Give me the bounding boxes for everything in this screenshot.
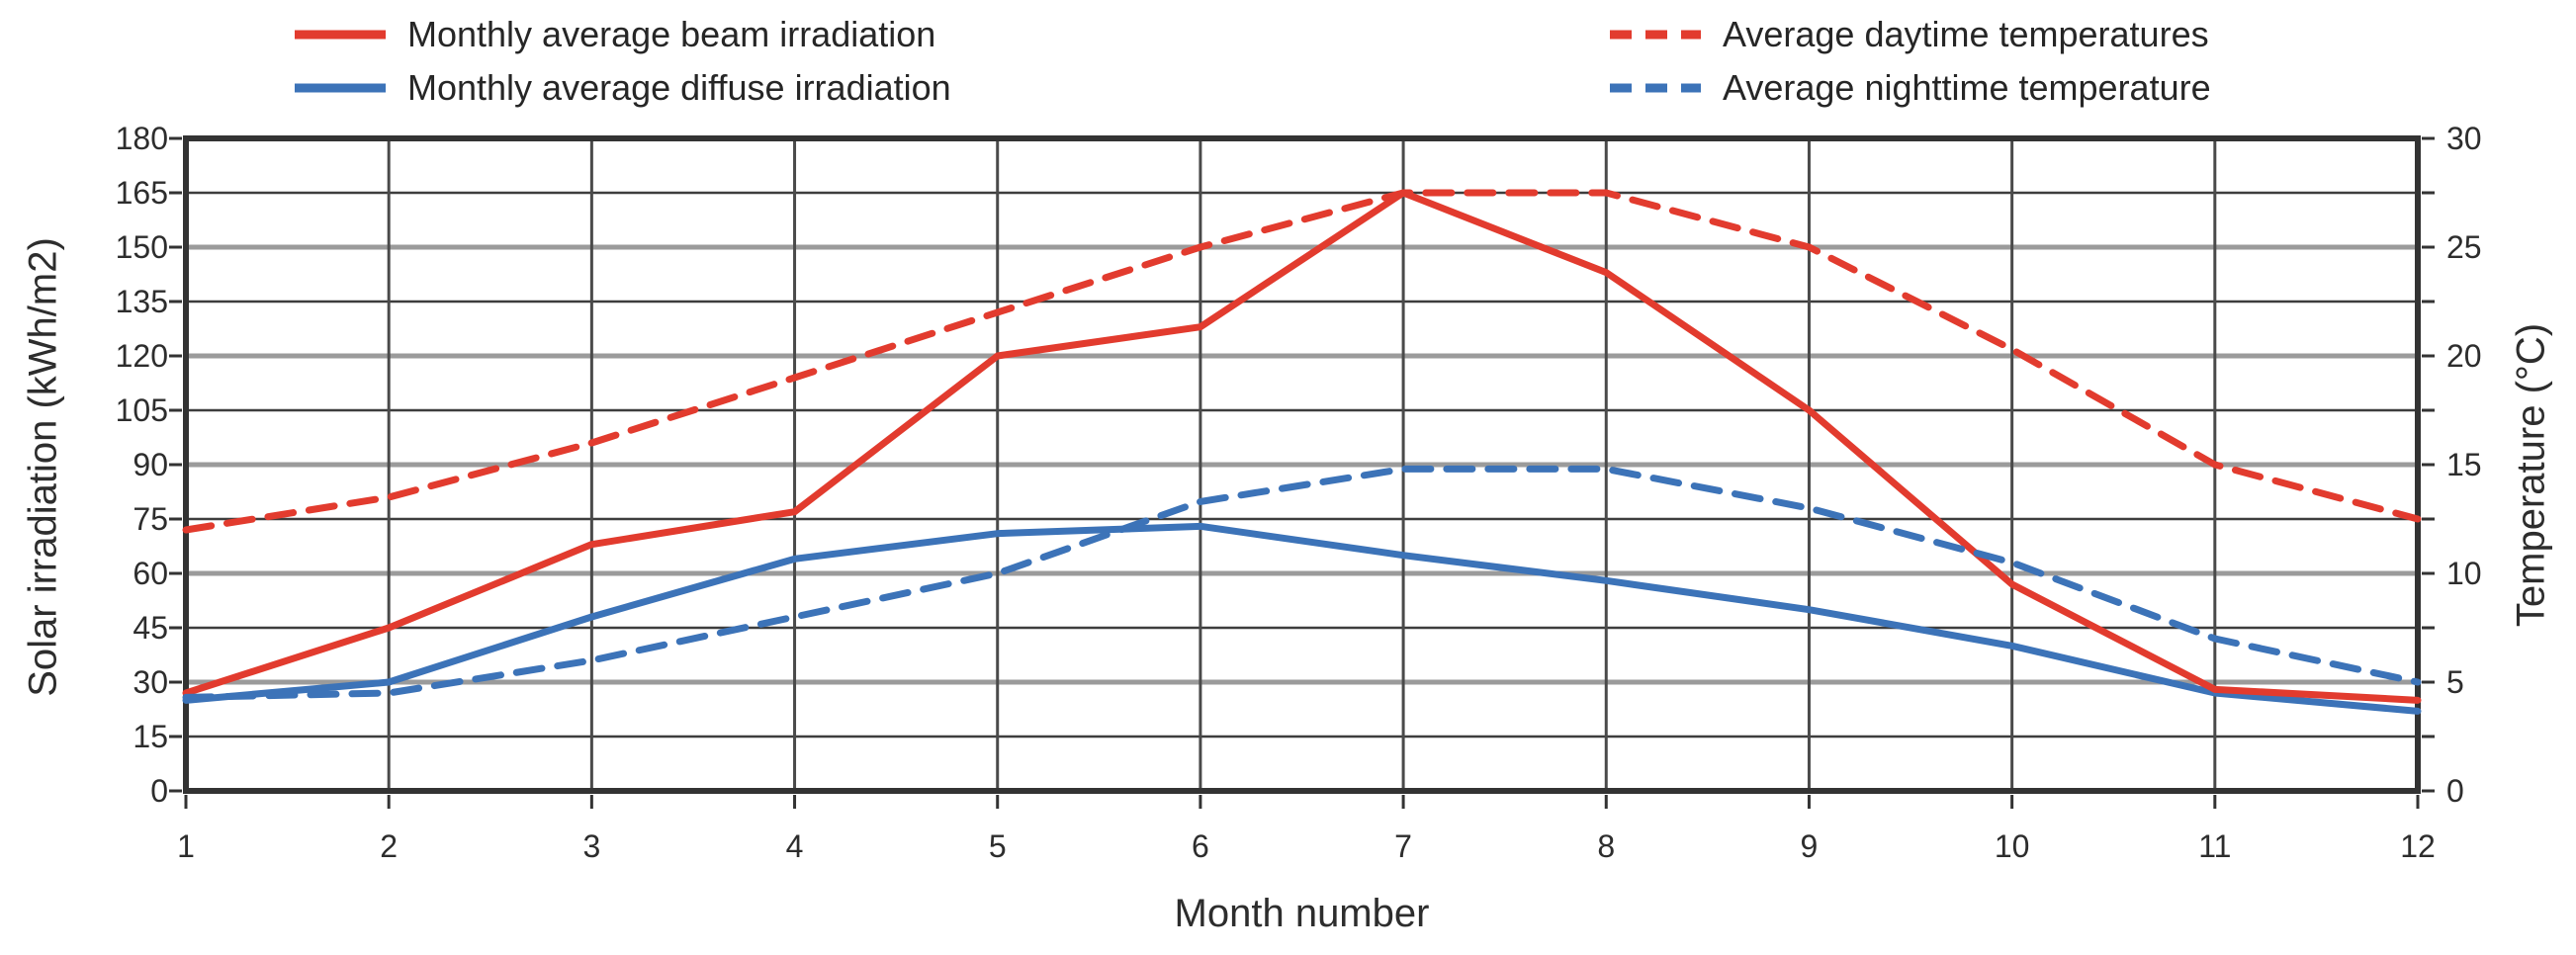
y-axis-right-tick-label: 5: [2446, 664, 2464, 700]
legend-label-diffuse: Monthly average diffuse irradiation: [407, 67, 951, 108]
series-line-nighttime-temperature: [182, 465, 2422, 701]
x-axis-tick-label: 6: [1192, 828, 1209, 864]
y-axis-left-tick-label: 150: [115, 229, 168, 265]
legend-item-beam: Monthly average beam irradiation: [293, 12, 935, 57]
series-line-beam-irradiation: [182, 189, 2422, 704]
y-axis-left-tick-label: 120: [115, 338, 168, 374]
x-axis-tick-label: 5: [988, 828, 1007, 864]
x-axis-tick-label: 10: [1994, 828, 2030, 864]
y-axis-left-tick-label: 90: [133, 447, 168, 482]
legend-label-daytime: Average daytime temperatures: [1723, 14, 2209, 54]
x-axis-tick-label: 12: [2400, 828, 2436, 864]
y-axis-right-tick-label: 0: [2446, 773, 2464, 809]
chart-svg: [169, 135, 2435, 809]
x-axis-tick-label: 8: [1597, 828, 1616, 864]
x-axis-tick-label: 3: [582, 828, 601, 864]
y-axis-left-tick-label: 75: [133, 501, 168, 537]
y-axis-right-tick-label: 10: [2446, 556, 2482, 591]
legend-swatch-nighttime-line: [1610, 83, 1701, 93]
y-axis-left-tick-label: 30: [133, 664, 168, 700]
legend-swatch-beam-line: [295, 30, 386, 40]
x-axis-tick-label: 4: [785, 828, 804, 864]
legend-swatch-diffuse-line: [295, 83, 386, 93]
y-axis-right-tick-label: 25: [2446, 229, 2482, 265]
series-line-daytime-temperature: [182, 189, 2422, 534]
x-axis-tick-label: 9: [1800, 828, 1819, 864]
plot-frame: [183, 135, 2421, 794]
y-axis-left-tick-label: 45: [133, 610, 168, 646]
y-axis-left-tick-label: 165: [115, 175, 168, 211]
legend-label-nighttime: Average nighttime temperature: [1723, 67, 2211, 108]
x-axis-tick-label: 2: [380, 828, 399, 864]
x-axis-tick-label: 7: [1394, 828, 1412, 864]
y-axis-left-tick-label: 180: [115, 121, 168, 156]
y-axis-right-tick-label: 30: [2446, 121, 2482, 156]
y-axis-right-tick-label: 15: [2446, 447, 2482, 482]
legend-label-beam: Monthly average beam irradiation: [407, 14, 936, 54]
y-axis-left-tick-label: 0: [150, 773, 168, 809]
x-axis-title: Month number: [1174, 892, 1430, 935]
legend-item-diffuse: Monthly average diffuse irradiation: [293, 65, 951, 111]
y-axis-right-tick-label: 20: [2446, 338, 2482, 374]
x-axis-tick-label: 1: [177, 828, 195, 864]
y-axis-left-tick-label: 105: [115, 392, 168, 428]
y-axis-left-tick-label: 135: [115, 284, 168, 319]
legend-item-daytime: Average daytime temperatures: [1608, 12, 2209, 57]
y-axis-left-tick-label: 60: [133, 556, 168, 591]
legend-item-nighttime: Average nighttime temperature: [1608, 65, 2211, 111]
y-axis-left-tick-label: 15: [133, 719, 168, 754]
legend-swatch-daytime-line: [1610, 30, 1701, 40]
x-axis-tick-label: 11: [2198, 828, 2232, 864]
series-line-diffuse-irradiation: [182, 522, 2422, 715]
